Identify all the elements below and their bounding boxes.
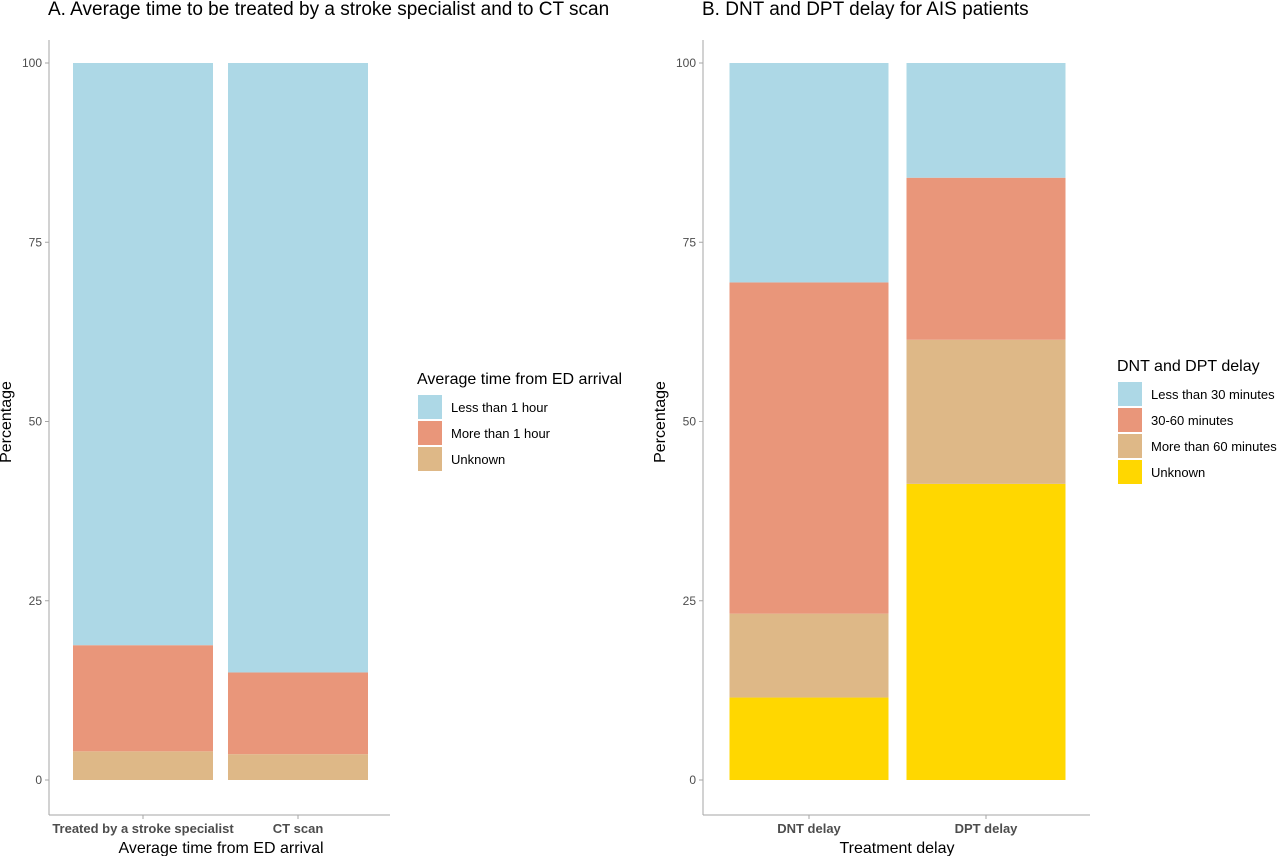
legend: Average time from ED arrival Less than 1 … [417,371,622,471]
bar-segment [228,754,368,780]
panel-a: A. Average time to be treated by a strok… [0,0,622,856]
bar-segment [729,697,889,780]
bar-segment [73,63,213,646]
legend-key [418,395,442,419]
y-tick-label: 75 [683,235,697,249]
y-tick-label: 50 [29,415,43,429]
bar-segment [729,282,889,614]
legend-key [1118,382,1142,406]
panel-title: B. DNT and DPT delay for AIS patients [702,0,1029,20]
legend-label: Unknown [1151,465,1205,480]
y-tick-label: 100 [22,56,42,70]
bar-segment [906,177,1066,340]
bar-segment [73,645,213,752]
legend-label: Unknown [451,452,505,467]
y-tick-label: 50 [683,415,697,429]
x-axis-title: Average time from ED arrival [118,840,323,856]
legend-key [418,447,442,471]
bars [73,63,368,780]
legend-title: DNT and DPT delay [1117,358,1260,375]
bar-segment [906,483,1066,780]
x-tick-label: Treated by a stroke specialist [52,821,234,836]
y-tick-label: 25 [683,594,697,608]
legend-key [418,421,442,445]
bar-segment [228,63,368,673]
y-tick-label: 0 [35,773,42,787]
panel-b: B. DNT and DPT delay for AIS patients 0 25… [652,0,1277,856]
bar-segment [73,751,213,780]
panel-title: A. Average time to be treated by a strok… [48,0,609,20]
x-tick-label: DPT delay [955,821,1019,836]
legend-label: More than 60 minutes [1151,439,1277,454]
bar-segment [906,63,1066,178]
y-tick-label: 75 [29,235,43,249]
legend-key [1118,460,1142,484]
y-tick-label: 0 [689,773,696,787]
bar-segment [729,613,889,698]
legend-key [1118,434,1142,458]
legend-label: 30-60 minutes [1151,413,1234,428]
legend-key [1118,408,1142,432]
x-tick-label: DNT delay [777,821,841,836]
legend: DNT and DPT delay Less than 30 minutes 30-… [1117,358,1277,484]
y-tick-label: 100 [676,56,696,70]
bars [729,63,1066,780]
y-axis-title: Percentage [0,381,15,463]
bar-segment [729,63,889,283]
legend-label: Less than 1 hour [451,400,549,415]
legend-title: Average time from ED arrival [417,371,622,388]
y-axis-title: Percentage [652,381,669,463]
legend-label: More than 1 hour [451,426,551,441]
x-tick-label: CT scan [273,821,324,836]
legend-label: Less than 30 minutes [1151,387,1275,402]
bar-segment [228,672,368,755]
y-tick-label: 25 [29,594,43,608]
bar-segment [906,339,1066,484]
x-axis-title: Treatment delay [839,840,954,856]
